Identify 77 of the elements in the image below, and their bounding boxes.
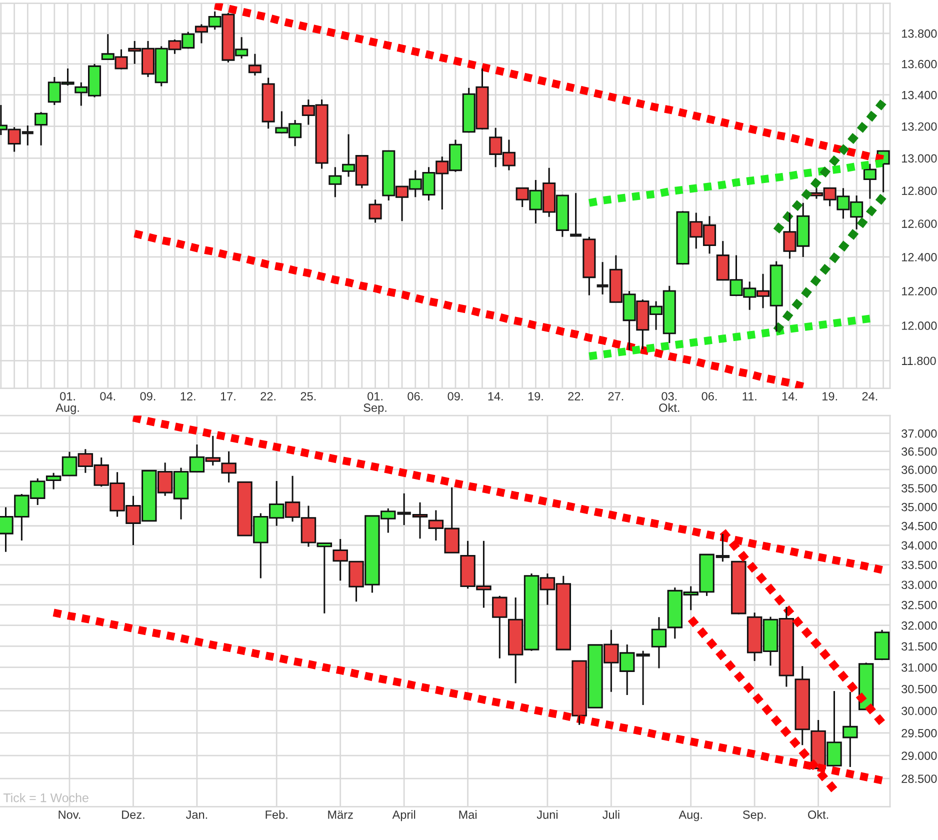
y-tick-label: 35.000 xyxy=(902,502,937,512)
candlestick xyxy=(842,691,858,768)
x-tick-label: April xyxy=(392,810,416,822)
y-tick-label: 33.500 xyxy=(902,560,937,570)
candlestick xyxy=(328,166,342,198)
y-tick-label: 36.000 xyxy=(902,466,937,474)
candlestick xyxy=(248,53,262,76)
y-tick-label: 32.000 xyxy=(902,621,937,630)
x-tick-label: 19. xyxy=(528,392,543,400)
y-tick-label: 11.800 xyxy=(902,356,936,366)
y-tick-label: 13.400 xyxy=(902,90,937,100)
y-tick-label: 34.500 xyxy=(902,522,937,530)
x-tick-label: 22. xyxy=(568,392,583,400)
y-tick-label: 28.500 xyxy=(902,774,937,783)
y-tick-label: 12.200 xyxy=(902,287,937,296)
y-tick-label: 30.500 xyxy=(902,684,937,694)
y-tick-label: 29.000 xyxy=(902,752,937,760)
y-tick-label: 13.800 xyxy=(902,29,937,38)
x-tick-label: Mai xyxy=(459,810,477,819)
y-tick-label: 31.000 xyxy=(902,663,937,672)
candlestick xyxy=(368,198,382,224)
x-tick-label: 22. xyxy=(260,392,276,400)
x-tick-label: 19. xyxy=(822,392,837,400)
y-tick-label: 33.000 xyxy=(902,580,937,590)
y-tick-label: 36.500 xyxy=(902,447,937,456)
candlestick xyxy=(863,163,876,200)
candlestick xyxy=(570,192,582,237)
x-tick-label: Aug. xyxy=(678,810,702,822)
x-tick-label: Sep. xyxy=(742,810,766,822)
candlestick xyxy=(874,629,890,661)
x-tick-label: 27. xyxy=(608,392,624,400)
x-tick-label: 14. xyxy=(488,392,503,400)
x-tick-label: Jan. xyxy=(186,810,208,819)
y-tick-label: 34.000 xyxy=(902,541,937,550)
x-tick-label: Dez. xyxy=(122,810,144,819)
y-tick-label: 12.800 xyxy=(902,186,937,196)
x-tick-label: 03. Okt. xyxy=(659,392,680,412)
x-tick-label: Juli xyxy=(602,810,620,819)
x-tick-label: 14. xyxy=(782,392,797,400)
y-tick-label: 13.200 xyxy=(902,122,937,131)
y-tick-label: 13.000 xyxy=(902,154,937,163)
x-tick-label: Feb. xyxy=(266,810,288,819)
y-tick-label: 30.000 xyxy=(902,706,937,716)
candlestick xyxy=(794,665,810,746)
y-tick-label: 37.000 xyxy=(902,429,937,438)
annotation: Tick = 1 Woche xyxy=(3,793,88,802)
x-tick-label: 09. xyxy=(448,392,463,400)
y-tick-label: 29.500 xyxy=(902,728,937,738)
x-tick-label: 09. xyxy=(140,392,156,400)
y-tick-label: 35.500 xyxy=(902,484,937,492)
x-tick-label: 04. xyxy=(100,392,116,400)
y-tick-label: 13.600 xyxy=(902,60,937,68)
candlestick xyxy=(221,450,236,484)
x-tick-label: Okt. xyxy=(808,810,828,819)
x-tick-label: 01. Aug. xyxy=(56,392,79,414)
candlestick xyxy=(582,236,596,296)
y-tick-label: 12.400 xyxy=(902,253,937,262)
candlestick xyxy=(731,560,746,616)
x-tick-label: 24. xyxy=(862,392,878,400)
candlestick xyxy=(34,111,48,146)
x-tick-label: 01. Sep. xyxy=(364,392,386,414)
candlestick xyxy=(492,595,508,660)
y-tick-label: 32.500 xyxy=(902,600,937,610)
candlestick xyxy=(651,616,667,669)
x-tick-label: 06. xyxy=(702,392,717,400)
x-tick-label: März xyxy=(328,810,353,819)
x-tick-label: Juni xyxy=(536,810,558,819)
x-tick-label: 12. xyxy=(180,392,196,400)
x-tick-label: 11. xyxy=(742,392,756,400)
y-tick-label: 12.600 xyxy=(902,220,937,228)
candlestick xyxy=(262,77,275,130)
x-tick-label: 17. xyxy=(220,392,236,400)
x-tick-label: 25. xyxy=(300,392,316,400)
x-tick-label: Nov. xyxy=(58,810,80,819)
y-tick-label: 12.000 xyxy=(902,322,937,330)
x-tick-label: 06. xyxy=(408,392,423,400)
y-tick-label: 31.500 xyxy=(902,642,937,651)
